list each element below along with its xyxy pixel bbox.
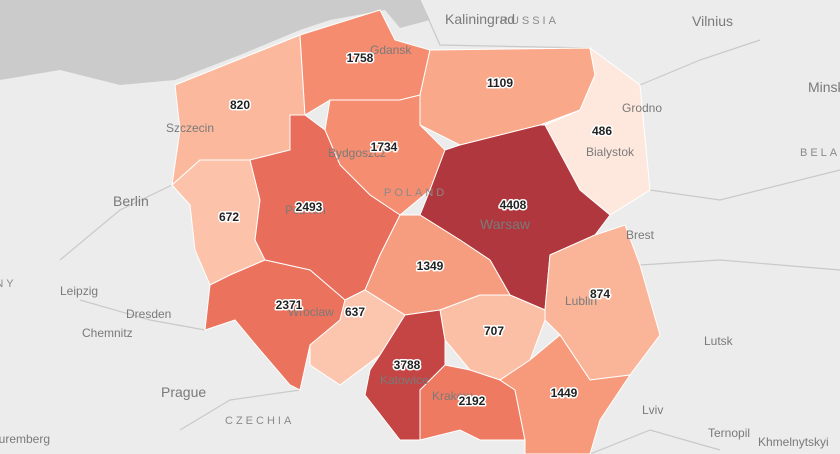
country-label: GERMANY (0, 278, 17, 290)
region (439, 294, 546, 381)
value-label: 4408 (500, 198, 527, 212)
value-label: 1349 (417, 259, 444, 273)
value-label: 672 (219, 210, 239, 224)
place-labels: Kaliningrad RUSSIA Vilnius Minsk BELARUS… (0, 11, 840, 449)
place-label: Warsaw (480, 216, 531, 232)
value-labels: 820 1758 1109 486 1734 672 2493 4408 134… (217, 50, 613, 410)
value-label: 2192 (459, 394, 486, 408)
place-label: Kaliningrad (445, 11, 515, 27)
country-label: BELARUS (800, 147, 840, 159)
place-label: Khmelnytskyi (758, 435, 829, 449)
place-label: Bialystok (586, 145, 635, 159)
region (499, 334, 632, 454)
place-label: Katowice (380, 373, 429, 387)
place-label: Wroclaw (288, 305, 334, 319)
place-label: Berlin (113, 193, 149, 209)
region (309, 289, 406, 386)
sea (0, 0, 430, 85)
place-label: Poznan (285, 203, 326, 217)
place-label: Prague (161, 384, 206, 400)
place-label: Vilnius (692, 13, 733, 29)
place-label: Nuremberg (0, 432, 50, 446)
country-label: POLAND (384, 187, 447, 199)
place-label: Gdansk (370, 43, 412, 57)
value-label: 820 (230, 98, 250, 112)
place-label: Szczecin (166, 121, 214, 135)
place-label: Minsk (808, 79, 840, 95)
value-label: 2493 (296, 200, 323, 214)
place-label: Ternopil (708, 426, 750, 440)
value-label: 1734 (371, 140, 398, 154)
place-label: Grodno (622, 101, 662, 115)
place-label: Bydgoszcz (328, 146, 386, 160)
value-label: 486 (592, 124, 612, 138)
value-label: 3788 (394, 358, 421, 372)
country-label: CZECHIA (225, 415, 294, 427)
value-label: 1109 (487, 76, 513, 90)
value-label: 2371 (276, 298, 303, 312)
place-label: Brest (626, 228, 655, 242)
place-label: Lviv (642, 403, 663, 417)
value-label: 707 (484, 324, 504, 338)
value-label: 1758 (347, 51, 374, 65)
country-label: RUSSIA (500, 15, 559, 27)
value-label: 1449 (551, 386, 578, 400)
place-label: Lutsk (704, 334, 734, 348)
region (419, 364, 526, 441)
value-label: 874 (590, 287, 610, 301)
place-label: Dresden (126, 307, 171, 321)
value-label: 637 (345, 305, 365, 319)
place-label: Lublin (565, 294, 597, 308)
place-label: Krakow (432, 389, 472, 403)
regions (171, 9, 661, 454)
place-label: Chemnitz (82, 326, 133, 340)
country-border (59, 0, 840, 454)
place-label: Leipzig (60, 284, 98, 298)
